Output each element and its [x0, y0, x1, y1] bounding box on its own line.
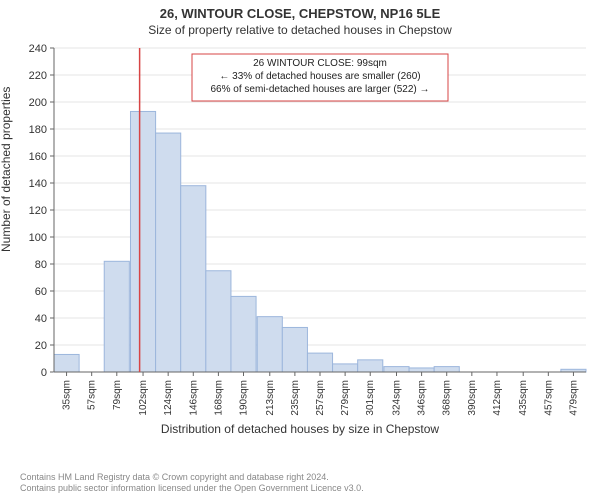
svg-text:0: 0 — [41, 367, 47, 379]
svg-text:180: 180 — [29, 124, 47, 136]
histogram-bar — [130, 111, 155, 372]
x-tick-label: 301sqm — [365, 380, 376, 416]
svg-text:80: 80 — [35, 259, 47, 271]
x-tick-label: 35sqm — [62, 380, 73, 410]
x-tick-label: 79sqm — [112, 380, 123, 410]
svg-text:100: 100 — [29, 232, 47, 244]
x-tick-label: 146sqm — [188, 380, 199, 416]
x-tick-label: 279sqm — [340, 380, 351, 416]
annotation-box: 26 WINTOUR CLOSE: 99sqm ← 33% of detached… — [192, 54, 448, 101]
svg-text:240: 240 — [29, 43, 47, 55]
histogram-svg: 0 20 40 60 80 100 120 140 160 180 200 220 240 35sqm 57… — [0, 42, 600, 442]
footer-attribution: Contains HM Land Registry data © Crown c… — [20, 472, 580, 495]
footer-line2: Contains public sector information licen… — [20, 483, 580, 494]
svg-text:160: 160 — [29, 151, 47, 163]
svg-text:120: 120 — [29, 205, 47, 217]
histogram-bar — [358, 360, 383, 372]
svg-text:20: 20 — [35, 340, 47, 352]
histogram-bar — [181, 186, 206, 372]
x-axis-label: Distribution of detached houses by size … — [0, 422, 600, 436]
histogram-bar — [54, 354, 79, 372]
y-axis-label: Number of detached properties — [0, 87, 13, 252]
x-tick-label: 124sqm — [163, 380, 174, 416]
x-tick-label: 235sqm — [290, 380, 301, 416]
histogram-bar — [104, 261, 129, 372]
annotation-line: 66% of semi-detached houses are larger (… — [210, 84, 429, 95]
x-tick-label: 346sqm — [417, 380, 428, 416]
histogram-bar — [333, 364, 358, 372]
x-tick-label: 168sqm — [213, 380, 224, 416]
svg-text:220: 220 — [29, 70, 47, 82]
histogram-bar — [257, 317, 282, 372]
footer-line1: Contains HM Land Registry data © Crown c… — [20, 472, 580, 483]
annotation-line: ← 33% of detached houses are smaller (26… — [219, 71, 420, 82]
x-tick-label: 435sqm — [518, 380, 529, 416]
histogram-bar — [384, 367, 409, 372]
svg-text:200: 200 — [29, 97, 47, 109]
histogram-bar — [282, 327, 307, 372]
svg-text:140: 140 — [29, 178, 47, 190]
histogram-bar — [231, 296, 256, 372]
x-tick-label: 257sqm — [315, 380, 326, 416]
x-tick-label: 102sqm — [138, 380, 149, 416]
annotation-line: 26 WINTOUR CLOSE: 99sqm — [253, 58, 387, 69]
svg-text:40: 40 — [35, 313, 47, 325]
x-tick-label: 390sqm — [467, 380, 478, 416]
page-title-line1: 26, WINTOUR CLOSE, CHEPSTOW, NP16 5LE — [0, 0, 600, 21]
x-tick-label: 213sqm — [265, 380, 276, 416]
page-title-line2: Size of property relative to detached ho… — [0, 21, 600, 37]
x-tick-label: 412sqm — [492, 380, 503, 416]
histogram-bar — [434, 367, 459, 372]
svg-text:60: 60 — [35, 286, 47, 298]
histogram-bar — [409, 368, 434, 372]
x-tick-label: 57sqm — [87, 380, 98, 410]
histogram-bar — [307, 353, 332, 372]
x-tick-label: 190sqm — [239, 380, 250, 416]
histogram-bar — [206, 271, 231, 372]
chart-area: Number of detached properties 0 20 40 60 80 1… — [0, 42, 600, 442]
x-tick-label: 479sqm — [568, 380, 579, 416]
x-tick-label: 368sqm — [442, 380, 453, 416]
x-tick-label: 457sqm — [543, 380, 554, 416]
histogram-bar — [156, 133, 181, 372]
x-tick-label: 324sqm — [391, 380, 402, 416]
